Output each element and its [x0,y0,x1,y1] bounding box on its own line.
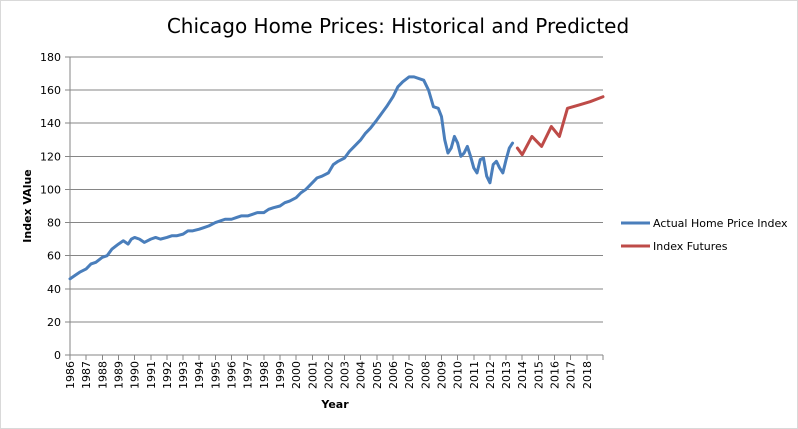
legend-label-0: Actual Home Price Index [653,217,788,230]
x-tick-label: 1991 [145,361,158,389]
y-tick-label: 100 [40,183,61,196]
x-tick-label: 1998 [258,361,271,389]
x-tick-label: 2006 [387,361,400,389]
legend: Actual Home Price Index Index Futures [621,217,788,253]
x-tick-label: 1992 [161,361,174,389]
x-tick-label: 1996 [226,361,239,389]
y-tick-label: 80 [47,217,61,230]
x-tick-label: 2011 [468,361,481,389]
x-tick-label: 2016 [549,361,562,389]
y-tick-labels: 0 20 40 60 80 100 120 140 160 180 [40,51,61,362]
y-tick-label: 140 [40,117,61,130]
x-tick-label: 2012 [484,361,497,389]
y-tick-label: 180 [40,51,61,64]
y-tick-label: 60 [47,250,61,263]
x-tick-label: 1986 [64,361,77,389]
x-tick-label: 1994 [193,361,206,389]
x-tick-label: 2018 [581,361,594,389]
x-tick-label: 1997 [242,361,255,389]
y-tick-label: 20 [47,316,61,329]
x-tick-label: 2002 [322,361,335,389]
x-tick-label: 2013 [500,361,513,389]
y-tick-label: 0 [54,349,61,362]
x-tick-label: 2010 [452,361,465,389]
gridlines [65,56,604,360]
y-tick-label: 160 [40,84,61,97]
x-tick-label: 1988 [96,361,109,389]
x-tick-label: 2015 [532,361,545,389]
x-tick-label: 1993 [177,361,190,389]
x-tick-label: 2000 [290,361,303,389]
x-axis-label: Year [320,398,349,411]
x-tick-label: 2007 [403,361,416,389]
x-tick-labels: 1986 1987 1988 1989 1990 1991 1992 1993 1994 1995… [64,361,594,389]
chart-title: Chicago Home Prices: Historical and Pred… [167,14,629,38]
series-line-1 [515,95,605,157]
series-lines [68,75,605,281]
series-line-0 [68,75,515,281]
x-tick-label: 1989 [112,361,125,389]
x-tick-label: 2008 [419,361,432,389]
x-tick-label: 1999 [274,361,287,389]
x-tick-label: 2009 [435,361,448,389]
x-tick-label: 2005 [371,361,384,389]
y-axis-label: Index VAlue [21,169,34,243]
legend-label-1: Index Futures [653,240,728,253]
x-tick-label: 2017 [565,361,578,389]
x-tick-label: 2014 [516,361,529,389]
x-tick-label: 2001 [306,361,319,389]
x-tick-label: 1987 [80,361,93,389]
x-tick-label: 2004 [355,361,368,389]
x-tick-label: 1995 [209,361,222,389]
x-tick-label: 2003 [339,361,352,389]
x-tick-label: 1990 [129,361,142,389]
y-tick-label: 40 [47,283,61,296]
y-tick-label: 120 [40,150,61,163]
